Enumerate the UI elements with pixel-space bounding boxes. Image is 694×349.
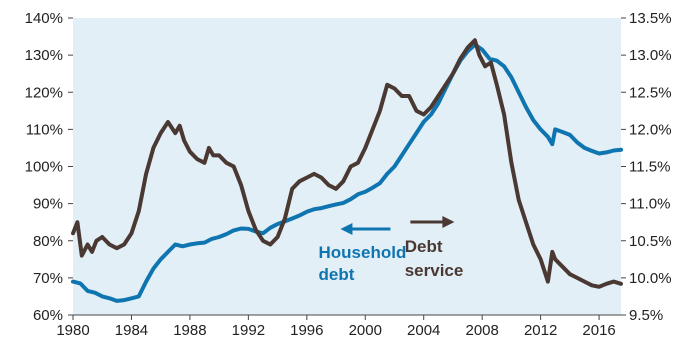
- right-tick-label: 12.5%: [629, 84, 672, 101]
- series-lines: [71, 38, 623, 303]
- x-tick-label: 1992: [232, 322, 265, 339]
- plot-area: [73, 18, 621, 315]
- right-axis-ticks: 9.5% 10.0% 10.5% 11.0% 11.5% 12.0% 12.5% 13.0% 1…: [621, 10, 672, 324]
- x-tick-label: 1984: [115, 322, 148, 339]
- left-tick-label: 100%: [25, 159, 63, 176]
- debt-service-label: service: [405, 261, 464, 280]
- left-tick-label: 80%: [33, 233, 63, 250]
- household-label: Household: [319, 243, 407, 262]
- debt-service-arrow-head: [442, 216, 455, 228]
- left-tick-label: 120%: [25, 84, 63, 101]
- x-tick-label: 1980: [56, 322, 89, 339]
- series-line-household: [71, 42, 623, 303]
- household-arrow-head: [340, 223, 353, 235]
- left-axis-ticks: 60% 70% 80% 90% 100% 110% 120% 130% 140%: [25, 10, 73, 324]
- right-tick-label: 13.0%: [629, 47, 672, 64]
- right-tick-label: 12.0%: [629, 121, 672, 138]
- right-tick-label: 10.5%: [629, 233, 672, 250]
- right-tick-label: 13.5%: [629, 10, 672, 27]
- right-tick-label: 11.0%: [629, 196, 670, 213]
- debt-service-label: Debt: [405, 237, 443, 256]
- x-tick-label: 2004: [407, 322, 440, 339]
- right-tick-label: 10.0%: [629, 270, 672, 287]
- household-label: debt: [319, 265, 355, 284]
- x-tick-label: 2008: [465, 322, 498, 339]
- left-tick-label: 110%: [26, 121, 63, 138]
- left-tick-label: 90%: [33, 196, 63, 213]
- x-tick-label: 2016: [582, 322, 615, 339]
- left-tick-label: 60%: [33, 307, 63, 324]
- right-tick-label: 9.5%: [629, 307, 663, 324]
- x-tick-label: 1996: [290, 322, 323, 339]
- series-labels: Household debt Debt service: [319, 216, 464, 284]
- left-tick-label: 70%: [33, 270, 63, 287]
- x-tick-label: 2012: [524, 322, 557, 339]
- x-tick-label: 1988: [173, 322, 206, 339]
- series-line-debt_service: [71, 38, 623, 289]
- x-axis-ticks: 1980 1984 1988 1992 1996 2000 2004 2008 2012 2016: [56, 314, 621, 339]
- left-tick-label: 140%: [25, 10, 63, 27]
- x-tick-label: 2000: [349, 322, 382, 339]
- right-tick-label: 11.5%: [629, 159, 670, 176]
- left-tick-label: 130%: [25, 47, 63, 64]
